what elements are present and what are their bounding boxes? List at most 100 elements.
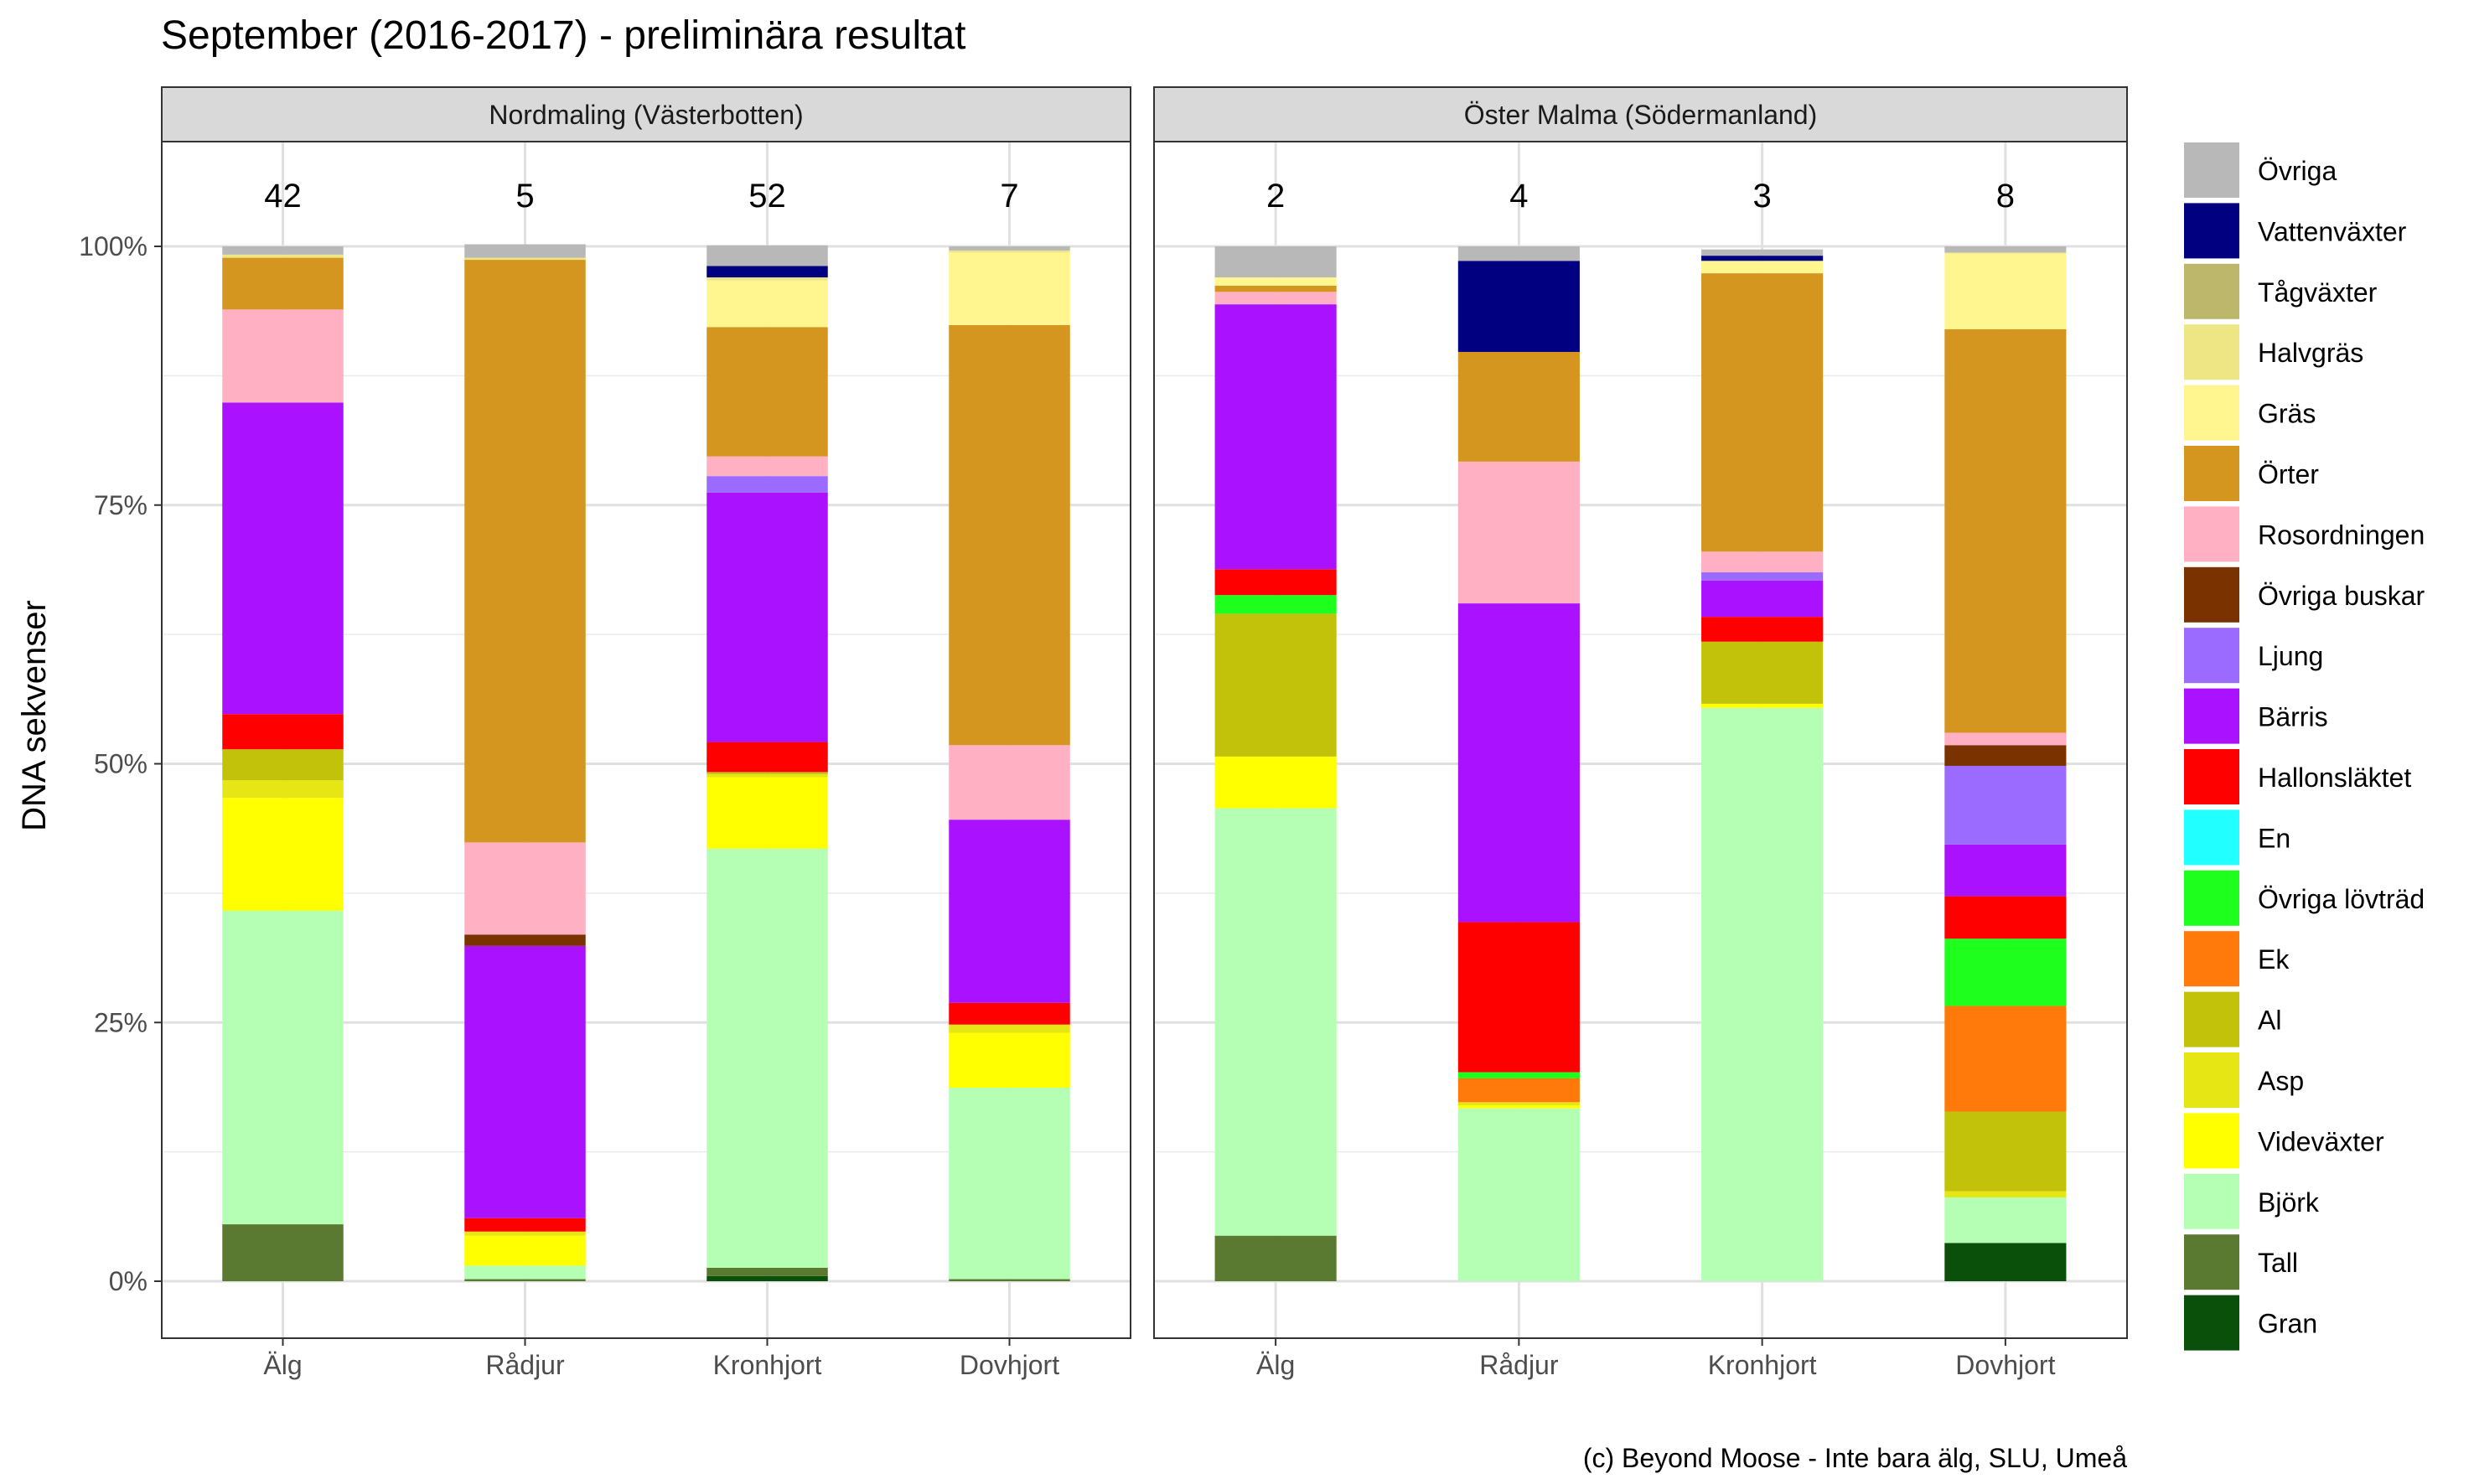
bar-segment (1701, 580, 1824, 618)
x-tick-label: Kronhjort (1708, 1350, 1817, 1380)
legend-item: Ek (2184, 931, 2290, 987)
bar-segment (464, 244, 586, 258)
legend-swatch (2184, 506, 2239, 562)
bar-segment (706, 327, 828, 457)
bar-segment (222, 749, 344, 781)
legend-label: Videväxter (2258, 1126, 2384, 1156)
legend-item: Örter (2184, 446, 2319, 501)
bar-segment (1944, 745, 2067, 766)
bar-segment (706, 1275, 828, 1281)
bar-segment (706, 1267, 828, 1276)
legend-item: Övriga buskar (2184, 566, 2425, 623)
legend-swatch (2184, 385, 2239, 441)
legend-item: Bärris (2184, 688, 2328, 744)
legend-swatch (2184, 931, 2239, 987)
bar-segment (949, 820, 1070, 1003)
bar-Dovhjort (949, 246, 1070, 1281)
bar-segment (1214, 304, 1337, 570)
bar-segment (1944, 1111, 2067, 1192)
legend-label: Gräs (2258, 399, 2316, 429)
legend-swatch (2184, 142, 2239, 198)
bar-Älg (222, 246, 344, 1281)
legend-label: En (2258, 823, 2290, 853)
bar-segment (1701, 707, 1824, 1281)
bar-segment (1457, 922, 1580, 1073)
bar-segment (222, 910, 344, 1225)
bar-segment (1944, 328, 2067, 733)
bar-segment (1701, 256, 1824, 261)
panel-2: Öster Malma (Södermanland) 2 Älg 4 Rådjur 3 Kr… (1153, 86, 2128, 1380)
legend-item: Gran (2184, 1295, 2317, 1351)
legend-label: Övriga lövträd (2258, 884, 2425, 914)
legend-label: Al (2258, 1006, 2281, 1036)
bar-Dovhjort (1944, 246, 2067, 1281)
bar-segment (1214, 246, 1337, 278)
bar-segment (706, 772, 828, 774)
legend-swatch (2184, 1234, 2239, 1290)
legend-item: Hallonsläktet (2184, 749, 2411, 804)
bar-segment (1457, 1108, 1580, 1281)
bar-segment (706, 848, 828, 1268)
bar-segment (222, 1224, 344, 1281)
bar-segment (1214, 808, 1337, 1236)
y-tick-label: 0% (109, 1266, 148, 1296)
bar-segment (1457, 1102, 1580, 1106)
legend-item: Övriga lövträd (2184, 870, 2425, 926)
bar-segment (949, 1088, 1070, 1280)
legend-swatch (2184, 749, 2239, 804)
bar-segment (464, 1218, 586, 1232)
bar-segment (1944, 844, 2067, 897)
legend-label: Tall (2258, 1248, 2298, 1278)
bar-segment (222, 798, 344, 911)
bar-segment (1457, 351, 1580, 462)
count-label: 42 (264, 178, 302, 215)
bar-segment (222, 254, 344, 258)
bar-segment (949, 252, 1070, 325)
bar-segment (1944, 938, 2067, 1006)
caption: (c) Beyond Moose - Inte bara älg, SLU, U… (1583, 1443, 2127, 1473)
bar-segment (1944, 252, 2067, 254)
bar-segment (1457, 1078, 1580, 1103)
legend-label: Halvgräs (2258, 338, 2363, 368)
legend-item: Videväxter (2184, 1113, 2384, 1169)
bar-segment (1701, 641, 1824, 704)
legend-item: Ljung (2184, 628, 2323, 684)
bar-segment (1944, 732, 2067, 746)
count-label: 4 (1509, 178, 1528, 215)
bar-segment (464, 1235, 586, 1266)
bar-segment (1701, 273, 1824, 552)
bar-segment (1457, 246, 1580, 261)
bar-segment (1457, 461, 1580, 604)
bar-segment (949, 1032, 1070, 1088)
bar-segment (1214, 277, 1337, 286)
x-tick-label: Dovhjort (1955, 1350, 2055, 1380)
y-tick-label: 75% (94, 490, 148, 520)
legend-item: Tågväxter (2184, 263, 2378, 319)
bar-segment (949, 324, 1070, 746)
legend-item: Björk (2184, 1173, 2320, 1229)
bar-segment (222, 402, 344, 715)
legend-swatch (2184, 809, 2239, 866)
legend-label: Övriga buskar (2258, 581, 2425, 611)
bar-segment (1701, 572, 1824, 581)
bar-segment (1944, 1006, 2067, 1112)
legend-swatch (2184, 628, 2239, 684)
legend-item: Vattenväxter (2184, 203, 2407, 259)
bar-segment (949, 246, 1070, 251)
x-tick-label: Älg (1256, 1350, 1295, 1380)
count-label: 8 (1996, 178, 2015, 215)
bar-segment (1214, 292, 1337, 305)
bar-segment (222, 714, 344, 750)
bar-segment (1457, 1072, 1580, 1078)
legend-label: Tågväxter (2258, 277, 2378, 308)
bar-segment (1944, 765, 2067, 845)
legend-item: Al (2184, 991, 2281, 1047)
legend-swatch (2184, 324, 2239, 380)
legend-label: Övriga (2258, 156, 2337, 186)
bar-segment (222, 257, 344, 310)
y-tick-label: 25% (94, 1007, 148, 1037)
bar-segment (706, 245, 828, 266)
legend-label: Björk (2258, 1187, 2320, 1218)
count-label: 5 (515, 178, 534, 215)
legend-swatch (2184, 1173, 2239, 1229)
